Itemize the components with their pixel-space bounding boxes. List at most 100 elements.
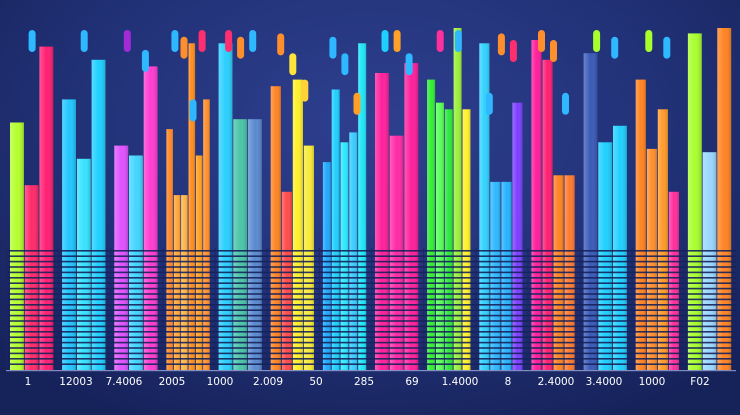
band-separator — [266, 248, 268, 368]
bar-shade — [91, 59, 106, 371]
bar-shade — [303, 145, 314, 370]
bar-shade — [490, 181, 501, 370]
float-marker — [225, 30, 233, 52]
bar-shade — [203, 99, 210, 371]
float-marker — [353, 92, 361, 115]
band-separator — [110, 248, 112, 368]
bar-shade — [479, 43, 490, 371]
float-marker — [509, 40, 517, 62]
bar-shade — [10, 122, 24, 370]
bar-shade — [281, 191, 292, 370]
float-marker — [237, 36, 245, 59]
float-marker — [180, 36, 188, 59]
float-marker — [249, 30, 257, 52]
float-marker — [454, 30, 462, 52]
float-marker — [123, 30, 131, 52]
bar-shade — [248, 119, 262, 370]
x-tick-label: 1 — [25, 376, 32, 388]
bar-shade — [717, 28, 732, 370]
bar-shade — [436, 102, 444, 370]
x-tick-label: 1.4000 — [442, 376, 479, 388]
x-axis-line — [6, 370, 736, 372]
band-separator — [6, 248, 8, 368]
float-marker — [538, 30, 545, 52]
bar-shade — [646, 148, 657, 370]
bar-shade — [613, 125, 627, 370]
band-separator — [371, 248, 373, 368]
bar-shade — [233, 119, 248, 370]
float-marker — [393, 30, 401, 52]
float-marker — [341, 53, 349, 76]
float-marker — [485, 92, 493, 115]
bar-shade — [331, 89, 340, 370]
float-marker — [189, 99, 197, 122]
float-marker — [277, 33, 285, 56]
band-separator — [527, 248, 529, 368]
float-marker — [645, 30, 653, 52]
bar-shade — [531, 40, 542, 370]
float-marker — [663, 36, 671, 59]
band-separator — [579, 248, 581, 368]
x-tick-label: 2005 — [159, 376, 186, 388]
x-tick-label: 7.4006 — [106, 376, 143, 388]
bar-shade — [270, 86, 281, 370]
bar-shade — [114, 145, 129, 370]
bar-shade — [444, 109, 453, 371]
float-marker — [289, 53, 297, 76]
bar-shade — [501, 181, 512, 370]
bar-shade — [166, 129, 173, 370]
bar-shade — [635, 79, 646, 370]
band-separator — [58, 248, 60, 368]
x-tick-label: 1000 — [207, 376, 234, 388]
float-marker — [198, 30, 206, 52]
float-marker — [550, 40, 557, 62]
x-tick-label: 2.009 — [253, 376, 283, 388]
band-separator — [214, 248, 216, 368]
bar-shade — [389, 135, 404, 370]
x-tick-label: 3.4000 — [586, 376, 623, 388]
bar-shade — [453, 28, 462, 370]
float-marker — [593, 30, 601, 52]
bar-shade — [512, 102, 523, 370]
bar-shade — [404, 63, 419, 370]
float-marker — [405, 53, 413, 76]
float-marker — [141, 49, 149, 72]
float-marker — [562, 92, 569, 115]
x-tick-label: 69 — [405, 376, 418, 388]
float-marker — [436, 30, 444, 52]
bar-shade — [76, 158, 91, 370]
bar-shade — [292, 79, 303, 370]
bar-shade — [375, 73, 389, 370]
float-marker — [171, 30, 179, 52]
bar-shade — [143, 66, 158, 371]
band-separator — [631, 248, 633, 368]
bar-shade — [322, 162, 331, 370]
bar-shade — [195, 155, 203, 370]
float-marker — [329, 36, 337, 59]
bar-shade — [462, 109, 471, 371]
float-marker — [28, 30, 36, 52]
bar-shade — [62, 99, 76, 371]
x-tick-label: 12003 — [59, 376, 92, 388]
x-tick-label: 1000 — [639, 376, 666, 388]
band-separator — [162, 248, 164, 368]
x-tick-label: 8 — [505, 376, 512, 388]
band-separator — [318, 248, 321, 368]
x-tick-label: 50 — [309, 376, 322, 388]
bar-shade — [188, 43, 196, 371]
bar-shade — [542, 59, 553, 371]
float-marker — [611, 36, 619, 59]
bar-shade — [427, 79, 436, 370]
bar-shade — [668, 191, 679, 370]
float-marker — [80, 30, 88, 52]
band-separator — [683, 248, 686, 368]
bar-shade — [358, 43, 367, 371]
bar-shade — [657, 109, 668, 371]
float-marker — [301, 79, 309, 102]
band-separator — [423, 248, 425, 368]
x-tick-label: F02 — [690, 376, 709, 388]
float-marker — [381, 30, 389, 52]
bar-shade — [687, 33, 702, 371]
